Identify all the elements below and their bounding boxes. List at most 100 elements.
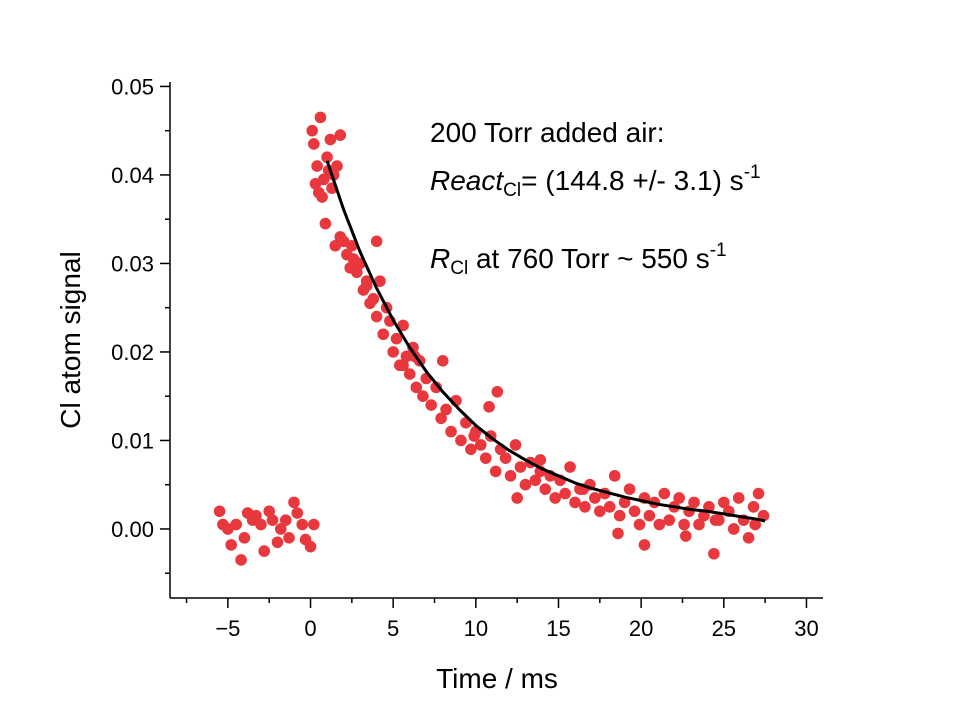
data-point: [564, 461, 576, 473]
data-point: [230, 518, 242, 531]
y-axis-title: Cl atom signal: [55, 251, 86, 428]
data-point: [435, 412, 447, 425]
annotation-block: 200 Torr added air: ReactCl= (144.8 +/- …: [430, 117, 761, 279]
data-point: [314, 111, 327, 124]
data-point: [559, 487, 571, 500]
data-point: [308, 518, 320, 531]
data-point: [266, 514, 279, 526]
react-unit-superscript: -1: [744, 162, 761, 183]
y-tick-label: 0.05: [111, 74, 154, 99]
r-value: at 760 Torr ~ 550 s: [468, 243, 710, 274]
data-point: [511, 492, 523, 504]
annotation-line-1: 200 Torr added air:: [430, 117, 665, 148]
x-tick-label: 25: [712, 616, 736, 641]
data-point: [658, 487, 671, 500]
data-point: [397, 319, 409, 332]
data-point: [397, 359, 409, 372]
data-point: [417, 390, 429, 403]
y-tick-label: 0.01: [111, 428, 154, 453]
x-tick-label: 15: [546, 616, 570, 641]
data-point: [321, 151, 333, 164]
data-point: [296, 518, 309, 531]
data-point: [693, 518, 705, 531]
x-tick-label: 20: [629, 616, 653, 641]
data-point: [316, 191, 328, 203]
data-point: [504, 470, 517, 482]
data-point: [400, 350, 413, 363]
react-value: = (144.8 +/- 3.1) s: [521, 165, 744, 196]
x-tick-label: 10: [464, 616, 488, 641]
data-point: [238, 532, 251, 544]
data-point: [346, 239, 358, 252]
data-point: [436, 354, 449, 367]
data-point: [491, 385, 504, 398]
data-point: [271, 536, 284, 549]
data-point: [529, 474, 542, 487]
data-point: [579, 501, 591, 513]
data-point: [509, 439, 522, 451]
data-point: [718, 496, 730, 509]
data-point: [673, 492, 685, 504]
data-point: [387, 346, 399, 358]
data-point: [334, 129, 347, 141]
data-point: [483, 401, 495, 413]
data-point: [623, 483, 636, 495]
data-point: [489, 465, 502, 478]
data-point: [638, 539, 651, 551]
data-point: [377, 328, 390, 341]
y-tick-label: 0.02: [111, 340, 154, 365]
data-point: [255, 518, 267, 531]
x-tick-label: 5: [387, 616, 399, 641]
data-point: [468, 430, 480, 442]
tick-marks: [160, 85, 808, 608]
data-point: [455, 434, 467, 447]
data-point: [331, 160, 343, 172]
data-point: [465, 443, 477, 456]
data-point: [688, 496, 700, 509]
data-point: [474, 439, 487, 451]
data-point: [311, 160, 323, 172]
data-point: [274, 523, 287, 535]
data-point: [288, 496, 300, 509]
y-tick-label: 0.04: [111, 163, 154, 188]
data-points: [213, 111, 770, 566]
fit-curve-layer: [325, 160, 766, 523]
r-unit-superscript: -1: [710, 240, 727, 261]
data-point: [727, 523, 740, 535]
data-point: [304, 540, 317, 553]
data-point: [403, 368, 416, 380]
data-point: [213, 505, 226, 518]
axes: [169, 82, 823, 599]
x-tick-label: 0: [304, 616, 316, 641]
data-point: [633, 518, 646, 531]
data-point: [225, 539, 237, 551]
data-point: [663, 514, 676, 526]
data-point: [283, 532, 295, 544]
data-point: [306, 124, 318, 137]
data-point: [612, 527, 624, 540]
annotation-line-3: RCl at 760 Torr ~ 550 s-1: [430, 240, 727, 279]
data-point: [603, 501, 616, 513]
data-point: [360, 275, 373, 287]
fit-curve: [325, 160, 766, 523]
react-label: React: [430, 165, 504, 196]
data-point: [539, 483, 552, 495]
data-point: [628, 505, 641, 518]
x-tick-label: −5: [215, 616, 240, 641]
data-point: [499, 452, 512, 464]
data-point: [653, 518, 666, 531]
data-point: [678, 518, 690, 531]
data-point: [679, 530, 692, 542]
data-point: [445, 425, 457, 438]
y-tick-label: 0.03: [111, 251, 154, 276]
data-point: [569, 496, 581, 509]
data-point: [742, 532, 755, 544]
r-label: R: [430, 243, 450, 274]
data-point: [374, 275, 386, 287]
data-point: [479, 452, 492, 464]
data-point: [425, 399, 438, 411]
react-subscript: Cl: [503, 180, 521, 201]
data-point: [613, 509, 626, 522]
data-point: [594, 505, 606, 518]
